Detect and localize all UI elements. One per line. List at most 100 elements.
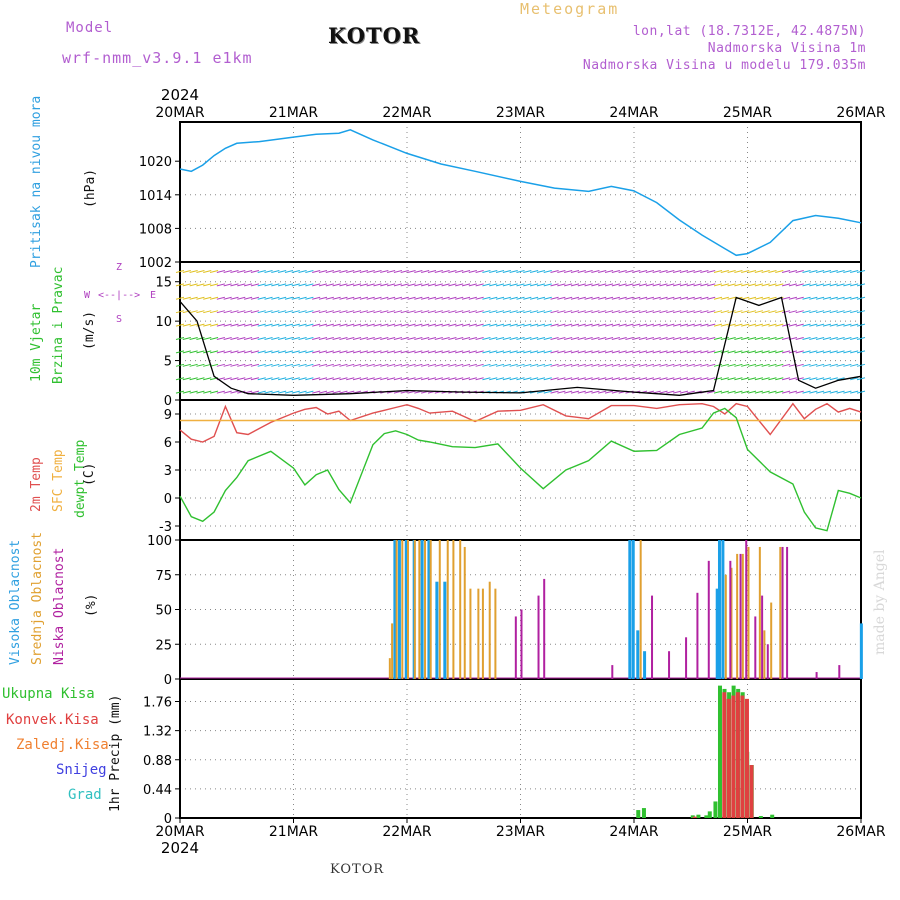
wind-arrow — [611, 363, 620, 367]
wind-arrow — [720, 269, 729, 273]
wind-arrow — [243, 337, 253, 340]
wind-arrow — [414, 350, 423, 354]
wind-arrow — [768, 390, 777, 394]
wind-arrow — [230, 363, 239, 367]
cloud-bar-mid — [463, 546, 466, 679]
wind-arrow — [809, 323, 818, 327]
wind-arrow — [427, 296, 437, 300]
wind-arrow — [400, 377, 409, 381]
wind-arrow — [339, 283, 348, 287]
wind-arrow — [359, 310, 368, 314]
wind-arrow — [591, 377, 600, 381]
wind-arrow — [332, 390, 341, 394]
wind-arrow — [284, 377, 294, 381]
wind-arrow — [366, 310, 375, 314]
wind-arrow — [611, 269, 620, 273]
wind-arrow — [768, 350, 777, 354]
wind-arrow — [196, 363, 205, 367]
wind-arrow — [332, 269, 341, 273]
wind-arrow — [632, 269, 641, 273]
wind-arrow — [257, 269, 266, 273]
wind-arrow — [632, 363, 641, 367]
wind-arrow — [850, 337, 859, 340]
wind-arrow — [638, 283, 648, 287]
wind-arrow — [788, 269, 798, 273]
cloud-bar-low — [685, 637, 688, 679]
wind-arrow — [243, 283, 253, 287]
wind-arrow — [271, 363, 280, 367]
cloud-bar-high — [643, 651, 647, 679]
wind-arrow — [666, 337, 675, 340]
wind-arrow — [788, 390, 798, 394]
wind-arrow — [822, 363, 832, 367]
wind-arrow — [318, 296, 328, 300]
wind-arrow — [366, 283, 375, 287]
wind-arrow — [686, 363, 695, 367]
wind-arrow — [386, 310, 396, 314]
wind-arrow — [441, 310, 450, 314]
cloud-bar-low — [514, 616, 517, 679]
wind-arrow — [291, 296, 300, 300]
wind-arrow — [189, 390, 198, 394]
wind-arrow — [284, 337, 294, 340]
wind-arrow — [754, 377, 763, 381]
wind-arrow — [414, 323, 423, 327]
wind-arrow — [638, 337, 648, 340]
wind-compass: Z W <--|--> E S — [84, 262, 164, 328]
wind-arrow — [257, 363, 266, 367]
wind-arrow — [713, 337, 723, 340]
wind-arrow — [632, 283, 641, 287]
wind-arrow — [536, 390, 546, 394]
wind-arrow — [625, 269, 634, 273]
wind-arrow — [291, 377, 300, 381]
cloud-bar-high — [721, 540, 725, 679]
wind-arrow — [400, 296, 409, 300]
wind-arrow — [856, 350, 866, 354]
wind-arrow — [741, 390, 750, 394]
wind-arrow — [734, 363, 743, 367]
wind-arrow — [570, 337, 580, 340]
wind-arrow — [175, 363, 185, 367]
wind-arrow — [700, 296, 709, 300]
wind-arrow — [312, 337, 321, 340]
wind-arrow — [809, 310, 818, 314]
wind-arrow — [237, 350, 246, 354]
wind-arrow — [700, 269, 709, 273]
wind-arrow — [359, 296, 368, 300]
precip-bar-total — [758, 816, 763, 818]
cloud-bar-low — [537, 595, 540, 679]
wind-arrow — [741, 337, 750, 340]
wind-arrow — [482, 296, 491, 300]
cloud-bar-mid — [770, 602, 773, 679]
wind-arrow — [741, 377, 750, 381]
wind-arrow — [741, 296, 750, 300]
wind-arrow — [332, 310, 341, 314]
wind-arrow — [768, 296, 777, 300]
wind-arrow — [461, 296, 471, 300]
wind-arrow — [203, 390, 212, 394]
wind-arrow — [495, 323, 505, 327]
wind-arrow — [768, 337, 777, 340]
wind-arrow — [298, 363, 307, 367]
wind-arrow — [482, 377, 491, 381]
wind-arrow — [482, 350, 491, 354]
wind-arrow — [809, 377, 818, 381]
wind-arrow — [455, 323, 464, 327]
wind-arrow — [278, 296, 287, 300]
wind-arrow — [850, 296, 859, 300]
cloud-bar-low — [651, 595, 654, 679]
wind-arrow — [795, 310, 804, 314]
year-label-bottom: 2024 — [161, 839, 199, 857]
wind-arrow — [216, 323, 225, 327]
wind-arrow — [673, 377, 682, 381]
meteogram-label: Meteogram — [520, 0, 620, 18]
wind-arrow — [455, 377, 464, 381]
cloud-bar-mid — [494, 588, 497, 679]
wind-arrow — [468, 350, 477, 354]
wind-arrow — [529, 363, 539, 367]
wind-arrow — [332, 323, 341, 327]
wind-arrow — [564, 350, 573, 354]
wind-arrow — [625, 350, 634, 354]
wind-arrow — [611, 323, 620, 327]
compass-south-label: S — [116, 314, 123, 325]
